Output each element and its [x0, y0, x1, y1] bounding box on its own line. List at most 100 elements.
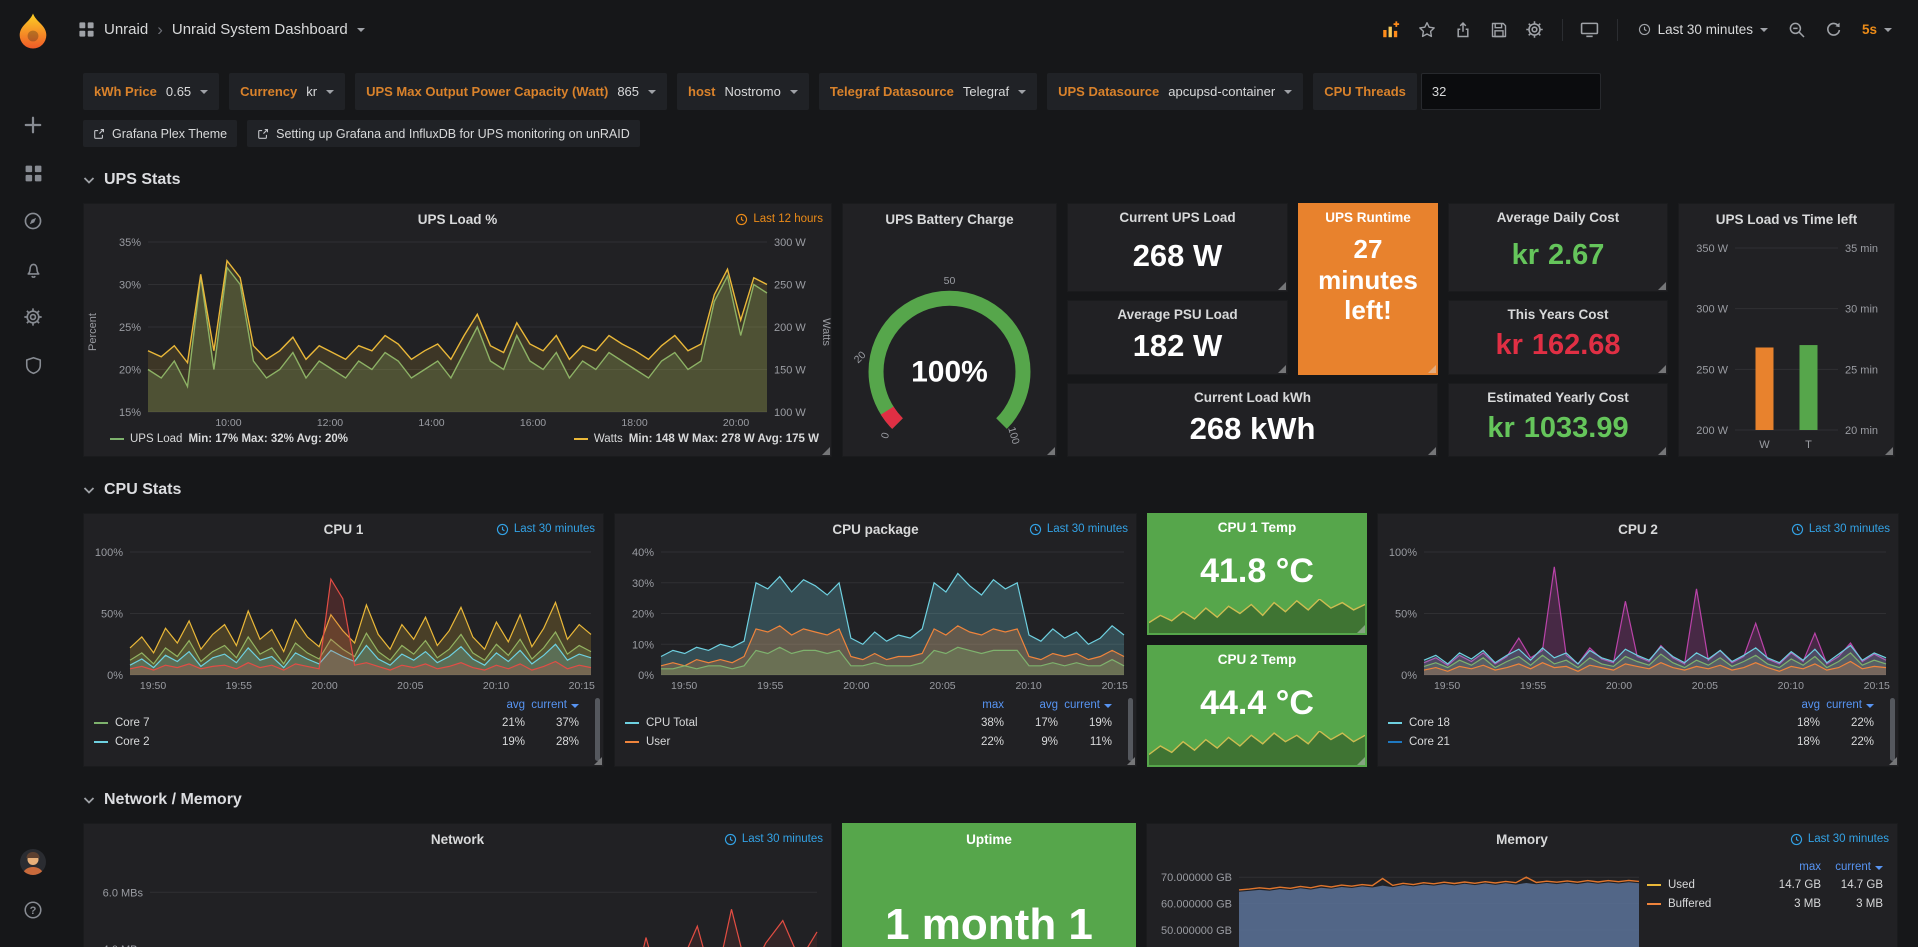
panel-average-daily-cost: Average Daily Cost kr 2.67 — [1448, 203, 1668, 292]
sidebar: ? — [0, 0, 66, 947]
battery-gauge[interactable]: 0 20 50 100 100% — [843, 234, 1056, 456]
panel-header: UPS Load % Last 12 hours — [84, 204, 831, 234]
refresh-button[interactable] — [1816, 13, 1850, 47]
legend-row[interactable]: Core 7 21% 37% — [94, 713, 579, 732]
panel-title[interactable]: UPS Load % — [417, 211, 498, 227]
panel-title[interactable]: Network — [430, 831, 485, 847]
sidebar-item-create[interactable] — [10, 102, 56, 148]
ups-load-graph[interactable]: 35% 30% 25% 20% 15% 300 W 250 W 200 W 150 W 100 W… — [84, 234, 831, 430]
sidebar-item-alerting[interactable] — [10, 246, 56, 292]
sidebar-item-server-admin[interactable] — [10, 342, 56, 388]
network-graph[interactable]: 6.0 MBs4.0 MBs2.0 MBs — [84, 854, 831, 947]
time-range-picker[interactable]: Last 30 minutes — [1628, 13, 1778, 47]
legend-column-header[interactable]: current — [1821, 861, 1883, 873]
variable-host[interactable]: host Nostromo — [677, 73, 809, 110]
panel-title[interactable]: CPU 1 — [323, 521, 364, 537]
sidebar-item-dashboards[interactable] — [10, 150, 56, 196]
grafana-logo[interactable] — [12, 10, 54, 52]
legend-column-header[interactable]: avg — [506, 698, 525, 711]
panel-title[interactable]: UPS Runtime — [1325, 209, 1411, 225]
variable-value[interactable]: Nostromo — [724, 84, 781, 99]
panel-cpu-1: CPU 1 Last 30 minutes 100% 50% 0% 19:50 19:5… — [83, 513, 604, 767]
svg-text:300 W: 300 W — [1696, 304, 1728, 316]
panel-title[interactable]: This Years Cost — [1507, 306, 1609, 322]
cpu-package-graph[interactable]: 40% 30% 20% 10% 0% 19:50 19:55 20:00 20:05 20:10 2… — [615, 544, 1136, 693]
ups-bars-chart[interactable]: 350 W 300 W 250 W 200 W 35 min 30 min 25 min 20… — [1679, 234, 1894, 456]
legend-scrollbar[interactable] — [595, 698, 600, 761]
legend-column-header[interactable]: current — [525, 699, 579, 711]
variable-telegraf-datasource[interactable]: Telegraf Datasource Telegraf — [818, 73, 1038, 110]
cycle-view-button[interactable] — [1573, 13, 1607, 47]
cpu2-graph[interactable]: 100% 50% 0% 19:50 19:55 20:00 20:05 20:10 20:15 — [1378, 544, 1898, 693]
dashboard-link-plex-theme[interactable]: Grafana Plex Theme — [83, 120, 238, 147]
chevron-down-icon — [83, 486, 95, 495]
legend-column-header[interactable]: max — [1799, 860, 1821, 873]
legend-row[interactable]: User 22% 9% 11% — [625, 732, 1112, 751]
sidebar-item-help[interactable]: ? — [10, 887, 56, 933]
cpu-threads-input[interactable] — [1420, 73, 1601, 110]
panel-title[interactable]: Current Load kWh — [1194, 389, 1311, 405]
variable-ups-max-output[interactable]: UPS Max Output Power Capacity (Watt) 865 — [355, 73, 668, 110]
legend-column-header[interactable]: avg — [1801, 698, 1820, 711]
panel-title[interactable]: CPU 1 Temp — [1217, 519, 1297, 535]
dashboard-link-ups-guide[interactable]: Setting up Grafana and InfluxDB for UPS … — [247, 120, 640, 147]
legend-column-header[interactable]: current — [1058, 699, 1112, 711]
legend-row[interactable]: Core 21 18% 22% — [1388, 732, 1874, 751]
star-button[interactable] — [1410, 13, 1444, 47]
legend-item[interactable]: Watts Min: 148 W Max: 278 W Avg: 175 W — [573, 433, 819, 445]
legend-column-header[interactable]: avg — [1039, 698, 1058, 711]
add-panel-button[interactable] — [1374, 13, 1408, 47]
variable-ups-datasource[interactable]: UPS Datasource apcupsd-container — [1047, 73, 1304, 110]
share-button[interactable] — [1446, 13, 1480, 47]
legend-row[interactable]: Core 2 19% 28% — [94, 732, 579, 751]
legend-scrollbar[interactable] — [1128, 698, 1133, 761]
cpu1-graph[interactable]: 100% 50% 0% 19:50 19:55 20:00 20:05 20:10 20:15 — [84, 544, 603, 693]
panel-title[interactable]: Memory — [1496, 831, 1548, 847]
panel-title[interactable]: Estimated Yearly Cost — [1487, 389, 1629, 405]
legend-column-header[interactable]: max — [982, 698, 1004, 711]
panel-header: UPS Load vs Time left — [1679, 204, 1894, 234]
external-link-icon — [257, 128, 269, 140]
save-button[interactable] — [1482, 13, 1516, 47]
dashboard-title[interactable]: Unraid System Dashboard — [171, 21, 348, 38]
panel-title[interactable]: CPU package — [832, 521, 919, 537]
panel-title[interactable]: Uptime — [966, 831, 1012, 847]
panel-title[interactable]: UPS Battery Charge — [885, 211, 1014, 227]
breadcrumb-folder[interactable]: Unraid — [104, 21, 149, 38]
legend-column-header[interactable]: current — [1820, 699, 1874, 711]
variable-value[interactable]: 0.65 — [165, 84, 192, 99]
section-ups-stats[interactable]: UPS Stats — [83, 165, 1901, 195]
variable-value[interactable]: Telegraf — [962, 84, 1010, 99]
panel-title[interactable]: UPS Load vs Time left — [1715, 211, 1858, 227]
legend-item[interactable]: UPS Load Min: 17% Max: 32% Avg: 20% — [110, 433, 348, 445]
panel-title[interactable]: Current UPS Load — [1119, 209, 1236, 225]
legend-scrollbar[interactable] — [1890, 698, 1895, 761]
panel-title[interactable]: Average Daily Cost — [1496, 209, 1620, 225]
dashboard-settings-button[interactable] — [1518, 13, 1552, 47]
variable-value[interactable]: 865 — [617, 84, 640, 99]
panel-current-ups-load: Current UPS Load 268 W — [1067, 203, 1288, 292]
zoom-out-icon — [1789, 22, 1805, 38]
sidebar-item-explore[interactable] — [10, 198, 56, 244]
memory-graph[interactable]: 70.000000 GB 60.000000 GB 50.000000 GB — [1147, 854, 1647, 947]
panel-title[interactable]: CPU 2 — [1618, 521, 1658, 537]
section-cpu-stats[interactable]: CPU Stats — [83, 475, 1901, 505]
refresh-interval-picker[interactable]: 5s — [1852, 13, 1902, 47]
panel-title[interactable]: CPU 2 Temp — [1217, 651, 1297, 667]
legend-row[interactable]: Buffered 3 MB 3 MB — [1647, 894, 1883, 913]
panel-title[interactable]: Average PSU Load — [1117, 306, 1238, 322]
section-network-memory[interactable]: Network / Memory — [83, 785, 1901, 815]
variable-value[interactable]: apcupsd-container — [1168, 84, 1276, 99]
svg-text:200 W: 200 W — [1696, 425, 1728, 437]
sidebar-item-configuration[interactable] — [10, 294, 56, 340]
variable-currency[interactable]: Currency kr — [229, 73, 346, 110]
user-avatar[interactable] — [10, 839, 56, 885]
variable-value[interactable]: kr — [306, 84, 318, 99]
legend-row[interactable]: Core 18 18% 22% — [1388, 713, 1874, 732]
legend-row[interactable]: CPU Total 38% 17% 19% — [625, 713, 1112, 732]
variable-label: kWh Price — [94, 84, 157, 99]
variable-kwh-price[interactable]: kWh Price 0.65 — [83, 73, 220, 110]
legend-row[interactable]: Used 14.7 GB 14.7 GB — [1647, 875, 1883, 894]
svg-text:19:50: 19:50 — [140, 680, 166, 692]
zoom-out-button[interactable] — [1780, 13, 1814, 47]
